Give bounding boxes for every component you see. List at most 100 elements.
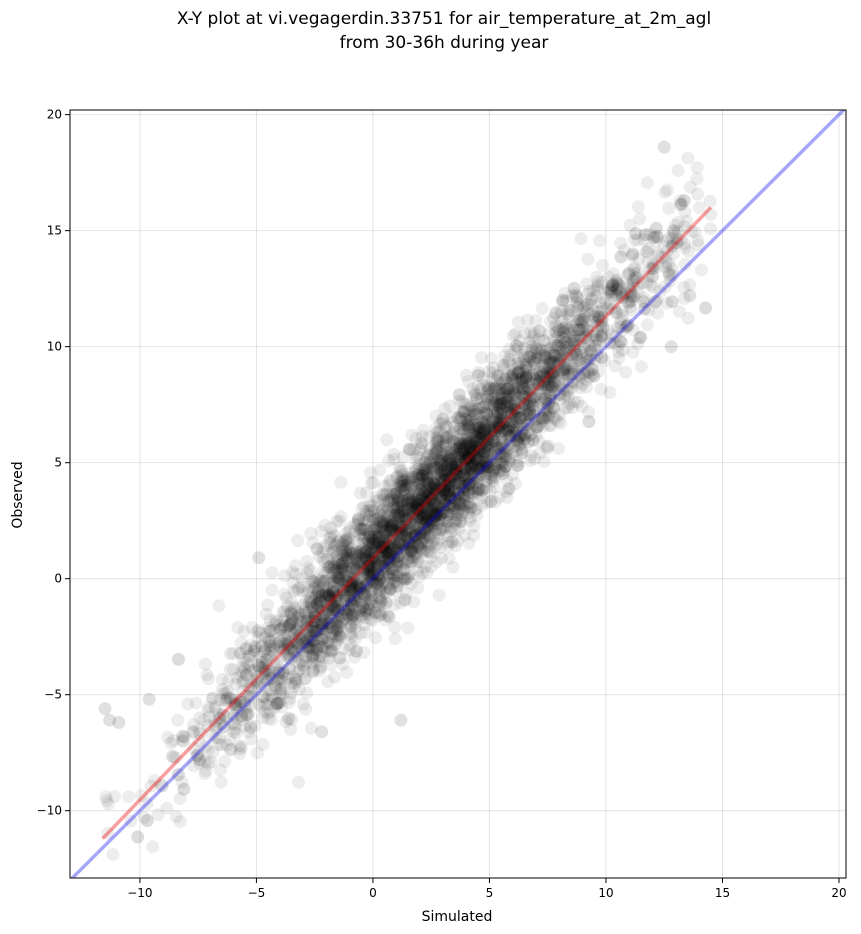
scatter-point [390,550,404,564]
scatter-point [358,617,372,631]
scatter-point [318,588,332,601]
scatter-point [424,462,438,476]
scatter-point [320,581,334,595]
scatter-point [582,415,596,429]
scatter-point [493,383,507,396]
scatter-point [215,682,229,696]
scatter-point [363,498,376,512]
scatter-point [337,565,351,579]
scatter-point [171,768,185,782]
scatter-point [543,356,557,370]
scatter-point [381,523,395,537]
scatter-point [379,528,393,542]
scatter-point [440,449,454,463]
scatter-point [473,421,487,435]
scatter-point [393,464,407,478]
scatter-point [448,463,462,477]
scatter-point [595,314,609,328]
scatter-point [424,490,438,504]
scatter-point [271,666,285,680]
scatter-point [438,480,452,494]
scatter-point [383,474,397,488]
scatter-point [580,304,594,318]
scatter-point [571,313,585,327]
scatter-point [527,354,541,368]
scatter-point [484,495,498,508]
scatter-point [285,613,299,627]
scatter-point [494,449,508,463]
scatter-point [435,466,449,479]
scatter-point [326,621,340,635]
scatter-point [504,404,518,418]
scatter-point [486,465,500,478]
scatter-point [460,437,474,451]
scatter-point [353,559,366,573]
scatter-point [341,564,355,578]
scatter-point [594,382,608,396]
scatter-point [420,476,434,490]
scatter-point [466,475,480,489]
scatter-point [464,459,478,473]
scatter-point [219,694,232,707]
scatter-point [411,521,425,535]
scatter-point [373,559,387,573]
scatter-point [317,574,331,588]
scatter-point [285,616,299,630]
scatter-point [518,418,532,432]
scatter-point [509,434,522,448]
scatter-point [518,396,531,410]
scatter-point [566,334,580,348]
scatter-point [614,250,628,264]
scatter-point [356,600,370,614]
scatter-point [435,506,449,520]
scatter-point [477,459,491,473]
scatter-point [490,410,504,423]
scatter-point [443,464,457,478]
scatter-point [357,500,371,513]
scatter-point [392,508,406,522]
scatter-point [619,365,633,379]
scatter-point [389,525,402,539]
scatter-point [443,476,457,490]
scatter-point [411,502,425,516]
scatter-point [457,485,471,499]
scatter-point [282,651,296,665]
scatter-point [465,477,479,491]
scatter-point [393,527,407,541]
scatter-point [580,277,594,291]
scatter-point [398,503,412,517]
scatter-point [570,295,584,309]
scatter-point [419,515,433,529]
scatter-point [424,506,438,520]
scatter-point [662,231,676,245]
scatter-point [382,520,396,534]
scatter-point [316,601,330,615]
scatter-point [387,576,401,590]
scatter-point [160,801,174,815]
scatter-point [495,397,509,411]
scatter-point [462,484,476,498]
chart-title-line2: from 30-36h during year [340,33,549,53]
scatter-point [362,556,376,570]
scatter-point [251,746,265,760]
scatter-point [585,293,598,307]
scatter-point [423,487,436,501]
scatter-point [383,532,397,546]
scatter-point [596,302,609,315]
scatter-point [559,347,573,361]
scatter-point [307,647,320,661]
scatter-point [549,325,563,339]
scatter-point [627,273,641,287]
scatter-point [470,414,484,428]
scatter-point [500,423,514,437]
scatter-point [446,477,459,491]
scatter-point [577,340,591,354]
scatter-point [649,234,663,248]
scatter-point [391,537,405,551]
scatter-point [377,527,391,541]
scatter-point [306,584,320,598]
scatter-point [386,532,399,546]
scatter-point [509,327,523,341]
scatter-point [301,638,315,652]
scatter-point [662,201,676,215]
